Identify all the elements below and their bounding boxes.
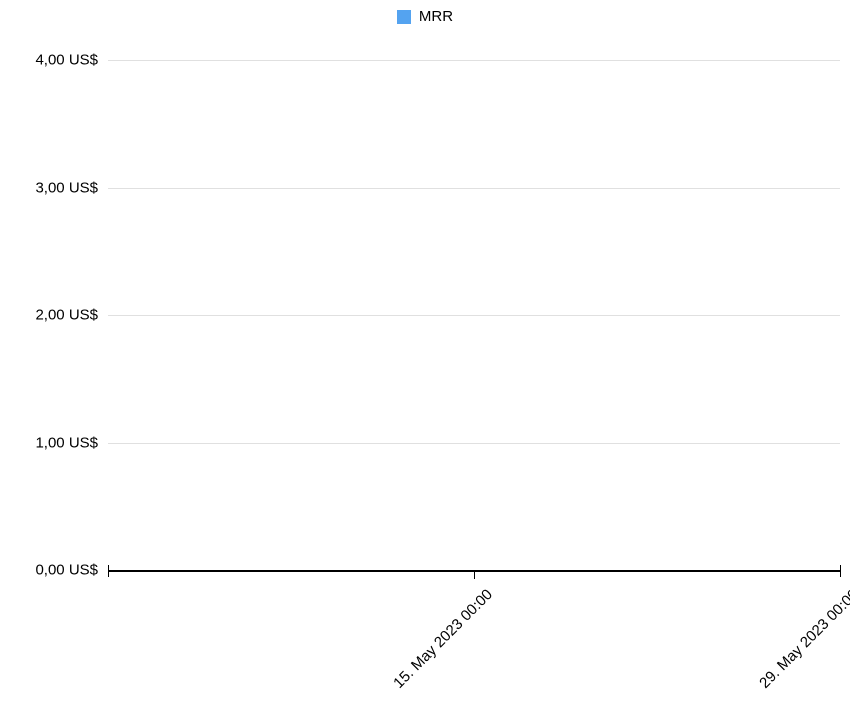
x-axis-endcap xyxy=(108,565,109,577)
y-axis-label: 3,00 US$ xyxy=(8,179,98,196)
legend-label: MRR xyxy=(419,8,453,25)
y-axis-label: 2,00 US$ xyxy=(8,307,98,324)
x-axis-tick xyxy=(474,571,475,579)
chart-plot-area xyxy=(108,60,840,570)
y-axis-label: 1,00 US$ xyxy=(8,434,98,451)
y-axis-label: 4,00 US$ xyxy=(8,52,98,69)
x-axis-label: 29. May 2023 00:00 xyxy=(737,586,850,711)
y-axis-label: 0,00 US$ xyxy=(8,562,98,579)
gridline xyxy=(108,443,840,444)
gridline xyxy=(108,60,840,61)
chart-legend: MRR xyxy=(0,8,850,25)
x-axis-label: 15. May 2023 00:00 xyxy=(371,586,496,711)
x-axis-endcap xyxy=(840,565,841,577)
gridline xyxy=(108,188,840,189)
gridline xyxy=(108,315,840,316)
legend-swatch xyxy=(397,10,411,24)
